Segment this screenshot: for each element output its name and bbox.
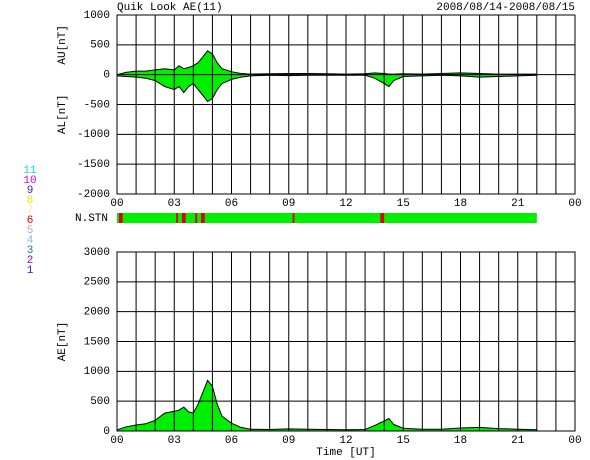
y-axis-label: AE[nT] bbox=[57, 322, 69, 362]
plot-frame bbox=[116, 14, 576, 195]
area-fill bbox=[117, 380, 537, 431]
x-tick-label: 09 bbox=[282, 435, 295, 447]
station-legend-label: 8 bbox=[27, 195, 34, 207]
station-legend-label: 11 bbox=[23, 165, 37, 177]
station-label: N.STN bbox=[75, 213, 108, 225]
station-legend-label: 7 bbox=[27, 205, 34, 217]
y-tick-label: 2000 bbox=[84, 307, 110, 319]
x-tick-label: 00 bbox=[568, 198, 581, 210]
y-tick-label: 0 bbox=[103, 70, 110, 82]
x-tick-label: 18 bbox=[454, 198, 467, 210]
y-tick-label: -1500 bbox=[77, 159, 110, 171]
y-tick-label: 1000 bbox=[84, 366, 110, 378]
y-tick-label: 500 bbox=[90, 396, 110, 408]
area-line bbox=[116, 50, 537, 76]
y-tick-label: -1000 bbox=[77, 129, 110, 141]
y-tick-label: 1500 bbox=[84, 336, 110, 348]
x-tick-label: 21 bbox=[511, 435, 525, 447]
y-tick-label: 3000 bbox=[84, 247, 110, 259]
x-tick-label: 12 bbox=[339, 435, 352, 447]
station-segment bbox=[176, 213, 179, 223]
x-tick-label: 00 bbox=[110, 198, 123, 210]
y-tick-label: -2000 bbox=[77, 189, 110, 201]
station-legend-label: 1 bbox=[27, 265, 34, 277]
area-fill bbox=[117, 74, 537, 102]
station-segment bbox=[118, 213, 123, 223]
station-legend-label: 9 bbox=[27, 185, 34, 197]
station-legend-label: 2 bbox=[27, 255, 34, 267]
x-tick-label: 15 bbox=[397, 198, 410, 210]
x-tick-label: 06 bbox=[225, 435, 238, 447]
x-tick-label: 00 bbox=[568, 435, 581, 447]
y-axis-label: AU[nT] bbox=[57, 25, 69, 65]
area-line bbox=[116, 379, 537, 431]
y-tick-label: -500 bbox=[84, 99, 110, 111]
station-legend-label: 6 bbox=[27, 215, 34, 227]
station-legend-label: 5 bbox=[27, 225, 34, 237]
station-segment bbox=[195, 213, 198, 223]
plot-frame bbox=[116, 251, 576, 432]
station-legend-label: 3 bbox=[27, 245, 34, 257]
area-line bbox=[116, 74, 537, 103]
x-tick-label: 00 bbox=[110, 435, 123, 447]
x-tick-label: 21 bbox=[511, 198, 525, 210]
x-tick-label: 15 bbox=[397, 435, 410, 447]
x-axis-label: Time [UT] bbox=[316, 447, 375, 459]
x-tick-label: 18 bbox=[454, 435, 467, 447]
date-range: 2008/08/14-2008/08/15 bbox=[436, 2, 575, 14]
station-segment bbox=[181, 213, 186, 223]
station-segment bbox=[117, 213, 537, 223]
y-tick-label: 500 bbox=[90, 40, 110, 52]
station-legend-label: 10 bbox=[23, 175, 36, 187]
x-tick-label: 09 bbox=[282, 198, 295, 210]
x-tick-label: 03 bbox=[168, 198, 181, 210]
y-tick-label: 0 bbox=[103, 426, 110, 438]
title: Quik Look AE(11) bbox=[117, 2, 223, 14]
station-segment bbox=[292, 213, 295, 223]
station-legend-label: 4 bbox=[27, 235, 34, 247]
station-segment bbox=[380, 213, 385, 223]
station-segment bbox=[200, 213, 205, 223]
x-tick-label: 12 bbox=[339, 198, 352, 210]
x-tick-label: 03 bbox=[168, 435, 181, 447]
y-tick-label: 2500 bbox=[84, 277, 110, 289]
y-axis-label: AL[nT] bbox=[57, 95, 69, 135]
y-tick-label: 1000 bbox=[84, 10, 110, 22]
x-tick-label: 06 bbox=[225, 198, 238, 210]
